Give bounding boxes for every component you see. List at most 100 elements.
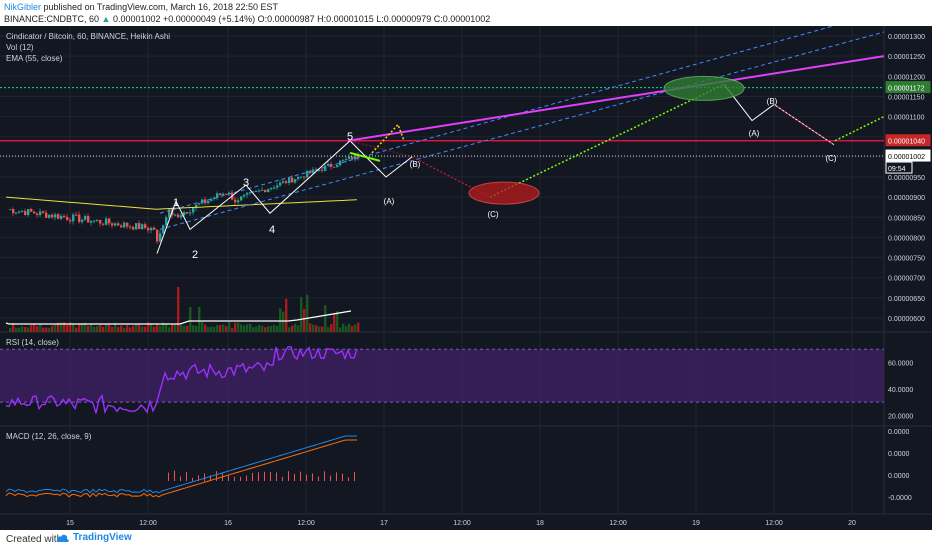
author-link[interactable]: NikGibler [4, 2, 42, 12]
volume-bar [36, 325, 39, 332]
candle [327, 163, 330, 166]
candle [264, 189, 267, 193]
candle [195, 204, 198, 209]
volume-bar [273, 324, 276, 332]
volume-bar [312, 324, 315, 332]
volume-bar [339, 327, 342, 332]
candle [30, 208, 33, 212]
volume-bar [63, 322, 66, 332]
macd-tick-label: -0.0000 [888, 495, 912, 502]
macd-histogram-bar [294, 473, 295, 481]
candle [252, 191, 255, 193]
candle [249, 192, 252, 194]
chart-area[interactable]: 0.00001300 0.00001250 0.00001200 0.00001150… [0, 26, 932, 530]
macd-histogram-bar [246, 475, 247, 481]
volume-bar [279, 308, 282, 332]
candle [306, 171, 309, 178]
macd-histogram-bar [276, 472, 277, 481]
price-axis-label: 09:54 [888, 166, 906, 173]
candle [186, 212, 189, 214]
candle [207, 200, 210, 204]
wave-label: (C) [825, 154, 836, 163]
candle [225, 193, 228, 195]
candle [24, 211, 27, 216]
wave-label: (B) [410, 160, 421, 169]
candle [126, 222, 129, 227]
candle [105, 218, 108, 225]
volume-bar [159, 325, 162, 332]
price-axis-label-bg [885, 161, 913, 174]
footer: Created with TradingView [0, 530, 932, 550]
elliott-impulse-wave [156, 140, 351, 254]
volume-bar [192, 325, 195, 332]
volume-bar [252, 327, 255, 332]
macd-histogram-bar [204, 473, 205, 481]
volume-bar [240, 324, 243, 332]
volume-bar [117, 327, 120, 332]
candle [93, 220, 96, 222]
red-target-ellipse [468, 181, 540, 205]
volume-bar [246, 324, 249, 332]
candle [219, 193, 222, 196]
macd-histogram-bar [180, 476, 181, 481]
volume-bar [306, 294, 309, 332]
volume-bar [30, 325, 33, 332]
volume-bar [165, 323, 168, 332]
ema-line [5, 196, 358, 210]
candle [75, 214, 78, 216]
x-tick-label: 18 [536, 520, 544, 527]
macd-tick-label: 0.0000 [888, 473, 910, 480]
volume-bar [228, 322, 231, 332]
candle [261, 189, 264, 191]
x-tick-label: 17 [380, 520, 388, 527]
candle [321, 169, 324, 171]
volume-bar [177, 287, 180, 332]
volume-bar [321, 326, 324, 332]
volume-bar [216, 325, 219, 332]
volume-bar [81, 323, 84, 332]
candle [141, 224, 144, 230]
candle [48, 214, 51, 218]
candle [174, 214, 177, 216]
volume-bar [84, 322, 87, 332]
macd-histogram-bar [240, 476, 241, 481]
volume-bar [12, 322, 15, 332]
candle [288, 177, 291, 183]
wave-label: 2 [192, 249, 198, 261]
candle [54, 214, 57, 218]
candle [36, 213, 39, 215]
wave-label: (C) [487, 210, 498, 219]
candle [354, 154, 357, 160]
x-tick-label: 12:00 [139, 520, 157, 527]
volume-bar [102, 326, 105, 332]
volume-bar [99, 324, 102, 332]
y-tick-label: 0.00000900 [888, 195, 925, 202]
volume-bar [111, 326, 114, 332]
candle [342, 159, 345, 161]
candle [243, 194, 246, 197]
volume-bar [90, 324, 93, 332]
volume-bar [288, 327, 291, 332]
chart-svg[interactable]: 0.000013000.000012500.000012000.00001150… [0, 26, 932, 530]
candle [147, 227, 150, 231]
tradingview-logo[interactable]: TradingView [56, 532, 132, 543]
volume-bar [282, 311, 285, 332]
volume-bar [318, 326, 321, 332]
volume-bar [309, 323, 312, 332]
macd-histogram-bar [258, 472, 259, 481]
candle [96, 219, 99, 221]
x-tick-label: 12:00 [453, 520, 471, 527]
volume-bar [225, 326, 228, 332]
volume-bar [45, 327, 48, 332]
candle [33, 211, 36, 214]
volume-bar [33, 323, 36, 332]
candle [255, 190, 258, 192]
candle [258, 190, 261, 192]
candle [270, 187, 273, 190]
rsi-tick-label: 40.0000 [888, 387, 913, 394]
volume-bar [237, 322, 240, 332]
volume-bar [120, 325, 123, 332]
volume-bar [198, 307, 201, 332]
candle [114, 223, 117, 226]
volume-bar [108, 324, 111, 332]
